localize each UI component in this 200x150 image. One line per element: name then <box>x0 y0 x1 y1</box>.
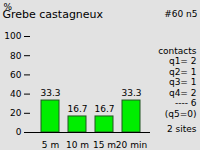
svg-text:#60 n5: #60 n5 <box>164 9 197 19</box>
svg-text:16.7: 16.7 <box>94 104 114 114</box>
svg-text:16.7: 16.7 <box>67 104 87 114</box>
svg-text:5 m: 5 m <box>42 140 59 150</box>
svg-text:10 m: 10 m <box>66 140 89 150</box>
svg-text:q1= 2: q1= 2 <box>169 56 197 66</box>
svg-text:q3= 1: q3= 1 <box>169 77 197 87</box>
svg-text:100: 100 <box>4 31 21 41</box>
svg-text:80: 80 <box>10 51 22 61</box>
svg-text:33.3: 33.3 <box>40 88 60 98</box>
svg-text:20: 20 <box>10 108 22 118</box>
svg-text:Grebe castagneux: Grebe castagneux <box>3 8 104 21</box>
svg-text:0: 0 <box>16 127 22 137</box>
svg-text:2 sites: 2 sites <box>167 124 197 134</box>
svg-text:q2= 1: q2= 1 <box>169 67 197 77</box>
svg-text:15 m: 15 m <box>93 140 116 150</box>
svg-text:contacts: contacts <box>158 46 197 56</box>
svg-text:20 min: 20 min <box>116 140 147 150</box>
svg-text:60: 60 <box>10 70 22 80</box>
svg-text:40: 40 <box>10 89 22 99</box>
svg-text:q4= 2: q4= 2 <box>169 88 197 98</box>
svg-text:---- 6: ---- 6 <box>175 98 197 108</box>
svg-text:33.3: 33.3 <box>121 88 141 98</box>
svg-text:(q5=0): (q5=0) <box>165 109 197 119</box>
